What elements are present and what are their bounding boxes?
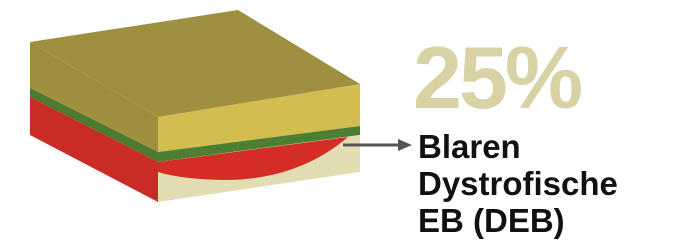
infographic: 25% Blaren Dystrofische EB (DEB): [0, 0, 675, 249]
arrow-head: [398, 139, 412, 151]
label-line: Dystrofische: [418, 165, 618, 202]
label-line: Blaren: [418, 128, 521, 165]
skin-block: [30, 10, 360, 202]
label-line: EB (DEB): [418, 202, 565, 239]
percentage: 25%: [413, 28, 581, 127]
